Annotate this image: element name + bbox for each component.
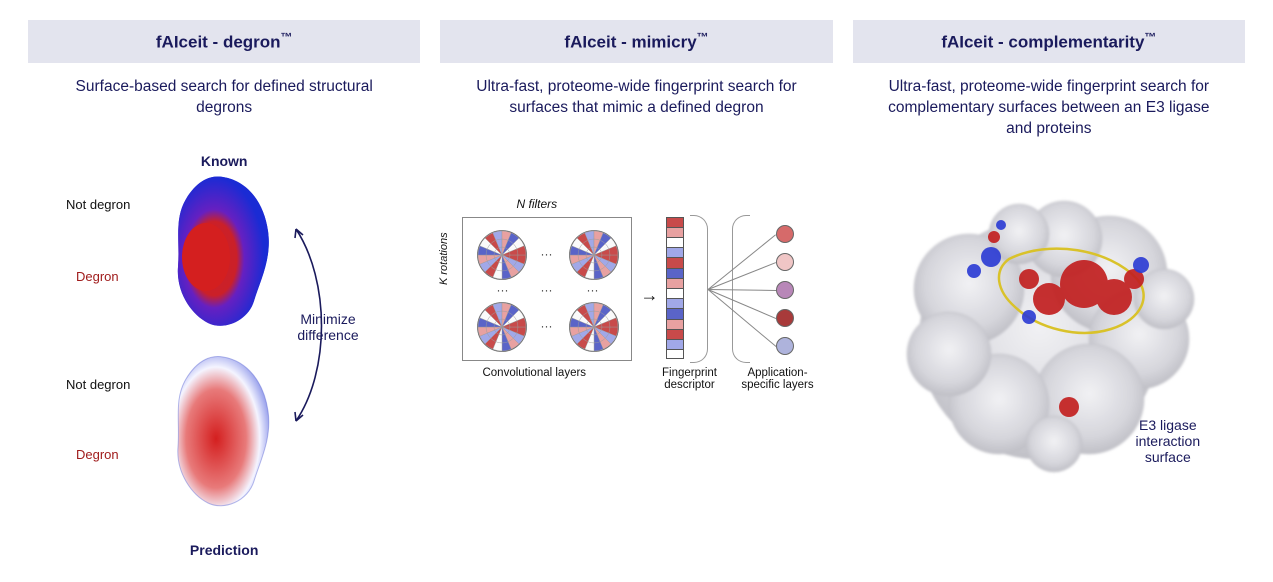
blob-prediction [168, 353, 278, 513]
label-degron-1: Degron [76, 269, 119, 284]
radial-tl [476, 229, 528, 281]
label-prediction: Prediction [190, 542, 258, 558]
label-not-degron-1: Not degron [66, 197, 130, 212]
label-known: Known [201, 153, 248, 169]
panel-header: fAIceit - degron™ [28, 20, 420, 63]
title-prefix: fAIceit - [941, 33, 1008, 52]
label-degron-2: Degron [76, 447, 119, 462]
tm-symbol: ™ [1144, 30, 1156, 44]
n-filters-text: N filters [516, 197, 557, 211]
fingerprint-segment [666, 308, 684, 318]
output-dot [776, 225, 794, 243]
radial-br [568, 301, 620, 353]
tm-symbol: ™ [697, 30, 709, 44]
figure-caption: E3 ligase interaction surface [1113, 417, 1223, 465]
fingerprint-segment [666, 349, 684, 359]
fingerprint-segment [666, 278, 684, 288]
fingerprint-segment [666, 288, 684, 298]
panel-header: fAIceit - mimicry™ [440, 20, 832, 63]
output-dot [776, 281, 794, 299]
arrow-icon: → [640, 285, 658, 306]
title-prefix: fAIceit - [564, 33, 631, 52]
blob-known [168, 173, 278, 333]
dots-right: ··· [586, 283, 598, 297]
title-name: degron [223, 33, 281, 52]
panel-subtitle: Ultra-fast, proteome-wide fingerprint se… [853, 77, 1245, 141]
fingerprint-segment [666, 227, 684, 237]
label-not-degron-2: Not degron [66, 377, 130, 392]
fingerprint-segment [666, 319, 684, 329]
fingerprint-segment [666, 257, 684, 267]
dots-bot: ··· [540, 319, 552, 333]
fingerprint-bar [666, 217, 684, 360]
fingerprint-segment [666, 247, 684, 257]
figure-degron: Known Not degron Degron Minimize differe [28, 149, 420, 562]
panel-degron: fAIceit - degron™ Surface-based search f… [28, 20, 420, 562]
k-rot-text: K rotations [438, 232, 450, 285]
fan-line [708, 289, 776, 291]
label-conv: Convolutional layers [482, 367, 586, 379]
title-prefix: fAIceit - [156, 33, 223, 52]
radial-bl [476, 301, 528, 353]
panel-header: fAIceit - complementarity™ [853, 20, 1245, 63]
tm-symbol: ™ [281, 30, 293, 44]
fingerprint-segment [666, 298, 684, 308]
output-dot [776, 309, 794, 327]
dots-top: ··· [540, 247, 552, 261]
panel-mimicry: fAIceit - mimicry™ Ultra-fast, proteome-… [440, 20, 832, 562]
panel-complementarity: fAIceit - complementarity™ Ultra-fast, p… [853, 20, 1245, 562]
label-n-filters: N filters [516, 197, 557, 211]
label-fingerprint: Fingerprint descriptor [654, 367, 724, 391]
figure-complementarity: E3 ligase interaction surface [853, 149, 1245, 562]
title-name: complementarity [1008, 33, 1144, 52]
bracket-left [690, 215, 708, 363]
fingerprint-segment [666, 339, 684, 349]
dots-mid: ··· [540, 283, 552, 297]
panel-subtitle: Surface-based search for defined structu… [28, 77, 420, 141]
panel-subtitle: Ultra-fast, proteome-wide fingerprint se… [440, 77, 832, 141]
fingerprint-segment [666, 268, 684, 278]
radial-tr [568, 229, 620, 281]
fingerprint-segment [666, 329, 684, 339]
label-app: Application-specific layers [738, 367, 816, 391]
label-k-rotations: K rotations [438, 165, 450, 285]
label-minimize: Minimize difference [283, 311, 373, 343]
output-dot [776, 337, 794, 355]
output-dot [776, 253, 794, 271]
fingerprint-segment [666, 237, 684, 247]
title-name: mimicry [631, 33, 696, 52]
figure-mimicry: N filters K rotations ··· ··· ··· ··· ··… [440, 149, 832, 562]
dots-left: ··· [496, 283, 508, 297]
fingerprint-segment [666, 217, 684, 227]
